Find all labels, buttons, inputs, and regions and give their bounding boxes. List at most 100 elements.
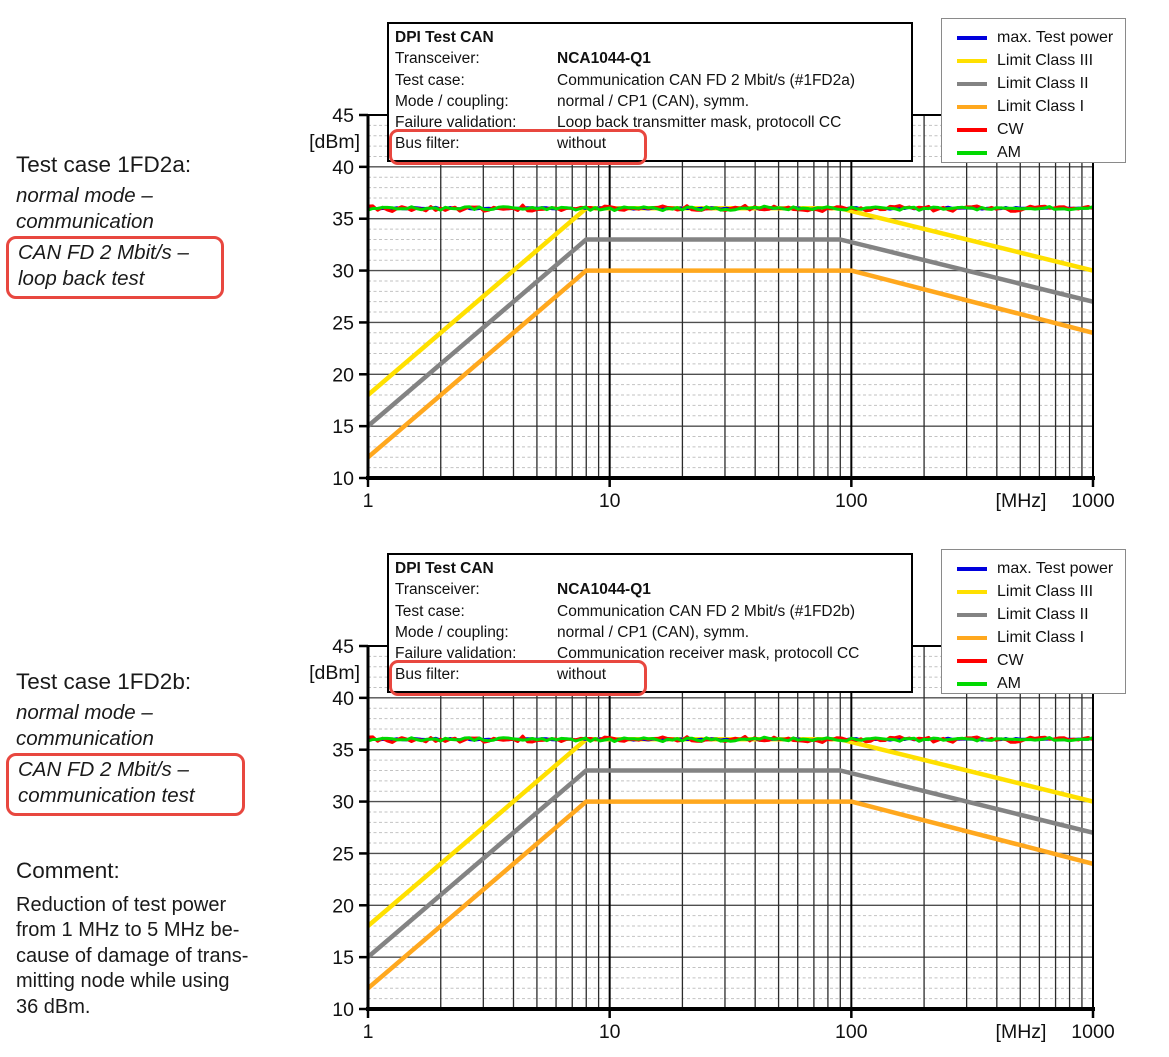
comment-line: mitting node while using [16, 970, 230, 993]
series-line-swatch [957, 566, 987, 571]
svg-text:30: 30 [332, 261, 354, 283]
info-label: Transceiver: [395, 581, 480, 599]
series-line-swatch [957, 81, 987, 86]
svg-text:40: 40 [332, 688, 354, 710]
boxed-line: communication test [18, 784, 195, 807]
test-case-title: Test case 1FD2b: [16, 669, 192, 694]
comment-line: Reduction of test power [16, 894, 227, 916]
highlight-frame: CAN FD 2 Mbit/s – communication test [6, 753, 245, 816]
test-case-1fd2a-annotation: Test case 1FD2a: normal mode – communica… [6, 152, 296, 299]
legend-item: CW [942, 649, 1125, 672]
svg-text:[dBm]: [dBm] [309, 662, 360, 684]
mode-line: normal mode – [16, 701, 153, 724]
svg-text:[MHz]: [MHz] [996, 1021, 1047, 1043]
series-line-swatch [957, 612, 987, 617]
legend-item: Limit Class I [942, 626, 1125, 649]
series-line-swatch [957, 127, 987, 132]
comment-title: Comment: [16, 858, 120, 883]
legend-item: AM [942, 141, 1125, 164]
comment-line: 36 dBm. [16, 995, 91, 1018]
info-value: Communication receiver mask, protocoll C… [557, 645, 860, 663]
series-line-swatch [957, 589, 987, 594]
svg-text:[MHz]: [MHz] [996, 490, 1047, 512]
mode-line: communication [16, 210, 154, 233]
legend-item: Limit Class I [942, 95, 1125, 118]
legend-item: Limit Class II [942, 72, 1125, 95]
test-info-box-1fd2a: DPI Test CAN Transceiver: NCA1044-Q1 Test… [387, 22, 913, 165]
info-value: Communication CAN FD 2 Mbit/s (#1FD2b) [557, 602, 856, 620]
svg-text:100: 100 [835, 1021, 868, 1043]
series-line-swatch [957, 635, 987, 640]
highlight-frame: CAN FD 2 Mbit/s – loop back test [6, 236, 224, 299]
svg-text:20: 20 [332, 364, 354, 386]
info-title: DPI Test CAN [395, 29, 494, 46]
svg-text:20: 20 [332, 895, 354, 917]
test-info-box-1fd2b: DPI Test CAN Transceiver: NCA1044-Q1 Test… [387, 553, 913, 696]
info-label: Test case: [395, 602, 465, 620]
boxed-line: CAN FD 2 Mbit/s – [18, 758, 189, 781]
test-case-1fd2b-annotation: Test case 1FD2b: normal mode – communica… [6, 669, 296, 816]
mode-line: normal mode – [16, 184, 153, 207]
svg-text:1000: 1000 [1071, 490, 1115, 512]
info-value: NCA1044-Q1 [557, 581, 651, 599]
svg-text:15: 15 [332, 416, 354, 438]
svg-text:35: 35 [332, 209, 354, 231]
series-line-swatch [957, 104, 987, 109]
svg-text:25: 25 [332, 843, 354, 865]
info-label: Failure validation: [395, 114, 517, 132]
svg-text:10: 10 [332, 468, 354, 490]
bus-filter-value: without [557, 135, 607, 153]
svg-text:35: 35 [332, 740, 354, 762]
info-label: Mode / coupling: [395, 92, 509, 110]
legend-item: max. Test power [942, 26, 1125, 49]
info-label: Transceiver: [395, 50, 480, 68]
info-value: Communication CAN FD 2 Mbit/s (#1FD2a) [557, 71, 856, 89]
svg-text:45: 45 [332, 105, 354, 127]
comment-line: from 1 MHz to 5 MHz be- [16, 919, 240, 942]
boxed-line: loop back test [18, 267, 145, 290]
legend-item: AM [942, 672, 1125, 695]
dpi-chart-1fd2b: 45 40 35 30 25 20 15 10 [dBm] 1 10 100 1000 [MHz] [309, 636, 1115, 1043]
svg-text:30: 30 [332, 792, 354, 814]
legend-1fd2a: max. Test power Limit Class III Limit Cl… [941, 18, 1126, 163]
svg-text:10: 10 [599, 490, 621, 512]
info-value: Loop back transmitter mask, protocoll CC [557, 114, 842, 132]
legend-item: CW [942, 118, 1125, 141]
legend-item: Limit Class II [942, 603, 1125, 626]
info-label: Mode / coupling: [395, 623, 509, 641]
svg-text:100: 100 [835, 490, 868, 512]
series-line-swatch [957, 150, 987, 155]
svg-text:45: 45 [332, 636, 354, 658]
svg-text:15: 15 [332, 947, 354, 969]
test-case-title: Test case 1FD2a: [16, 152, 192, 177]
svg-text:40: 40 [332, 157, 354, 179]
comment-block: Comment: Reduction of test power from 1 … [16, 858, 316, 1020]
info-label: Test case: [395, 71, 465, 89]
svg-text:1: 1 [363, 1021, 374, 1043]
legend-item: max. Test power [942, 557, 1125, 580]
series-line-swatch [957, 58, 987, 63]
legend-item: Limit Class III [942, 580, 1125, 603]
boxed-line: CAN FD 2 Mbit/s – [18, 241, 189, 264]
series-line-swatch [957, 35, 987, 40]
legend-item: Limit Class III [942, 49, 1125, 72]
svg-text:10: 10 [332, 999, 354, 1021]
info-title: DPI Test CAN [395, 560, 494, 577]
bus-filter-label: Bus filter: [395, 135, 460, 153]
info-value: normal / CP1 (CAN), symm. [557, 623, 750, 641]
svg-text:[dBm]: [dBm] [309, 131, 360, 153]
svg-text:10: 10 [599, 1021, 621, 1043]
info-label: Failure validation: [395, 645, 517, 663]
mode-line: communication [16, 727, 154, 750]
svg-text:1: 1 [363, 490, 374, 512]
comment-line: cause of damage of trans- [16, 944, 249, 967]
svg-text:1000: 1000 [1071, 1021, 1115, 1043]
series-line-swatch [957, 681, 987, 686]
bus-filter-value: without [557, 666, 607, 684]
series-line-swatch [957, 658, 987, 663]
legend-1fd2b: max. Test power Limit Class III Limit Cl… [941, 549, 1126, 694]
info-value: normal / CP1 (CAN), symm. [557, 92, 750, 110]
bus-filter-label: Bus filter: [395, 666, 460, 684]
svg-text:25: 25 [332, 312, 354, 334]
